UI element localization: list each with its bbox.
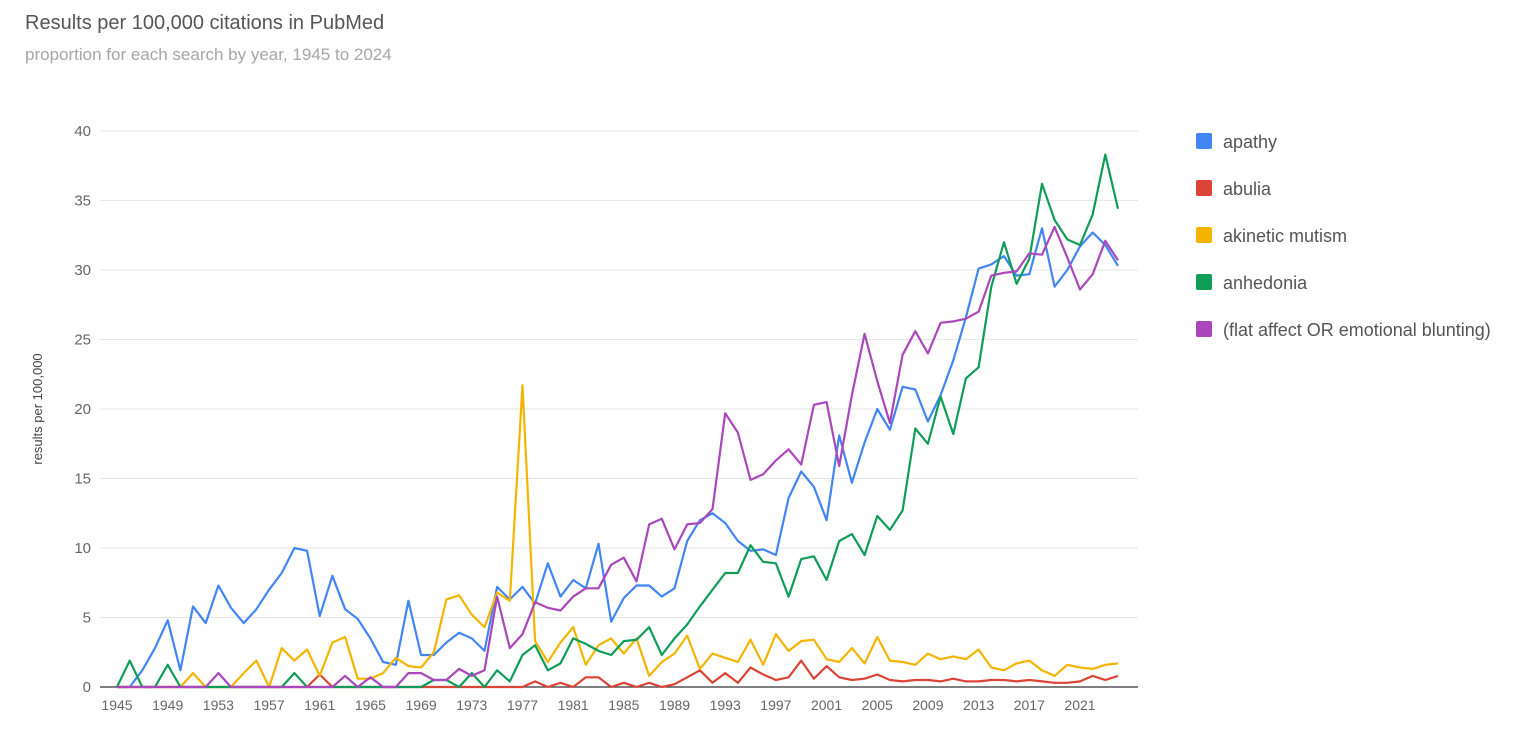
series-lines (116, 153, 1120, 689)
legend-label: apathy (1223, 132, 1277, 152)
x-tick-label: 1993 (710, 697, 741, 713)
legend-label: abulia (1223, 179, 1272, 199)
y-tick-label: 40 (74, 123, 91, 140)
x-tick-label: 1945 (101, 697, 132, 713)
x-tick-label: 1949 (152, 697, 183, 713)
legend-swatch (1196, 321, 1212, 337)
x-tick-label: 1985 (608, 697, 639, 713)
y-tick-label: 5 (83, 610, 91, 627)
legend-label: (flat affect OR emotional blunting) (1223, 320, 1491, 340)
legend: apathy abulia akinetic mutism anhedonia (fla… (1196, 132, 1491, 340)
x-tick-label: 1969 (406, 697, 437, 713)
legend-item[interactable]: apathy (1196, 132, 1277, 152)
x-tick-label: 1961 (304, 697, 335, 713)
x-tick-label: 2005 (862, 697, 893, 713)
y-axis-ticks: 0 5 10 15 20 25 30 35 40 (74, 123, 91, 696)
series-line-3 (116, 153, 1120, 689)
y-tick-label: 30 (74, 262, 91, 279)
legend-item[interactable]: abulia (1196, 179, 1272, 199)
x-tick-label: 2021 (1064, 697, 1095, 713)
legend-item[interactable]: (flat affect OR emotional blunting) (1196, 320, 1491, 340)
y-tick-label: 10 (74, 540, 91, 557)
legend-label: akinetic mutism (1223, 226, 1347, 246)
legend-label: anhedonia (1223, 273, 1308, 293)
chart-subtitle: proportion for each search by year, 1945… (25, 45, 392, 64)
legend-swatch (1196, 180, 1212, 196)
legend-item[interactable]: anhedonia (1196, 273, 1308, 293)
x-tick-label: 1965 (355, 697, 386, 713)
legend-swatch (1196, 133, 1212, 149)
x-tick-label: 1997 (760, 697, 791, 713)
series-line-2 (117, 384, 1119, 689)
y-axis-label: results per 100,000 (30, 353, 45, 464)
x-tick-label: 2013 (963, 697, 994, 713)
x-tick-label: 2017 (1014, 697, 1045, 713)
x-tick-label: 2001 (811, 697, 842, 713)
y-tick-label: 25 (74, 332, 91, 349)
x-tick-label: 2009 (912, 697, 943, 713)
gridlines (100, 130, 1138, 688)
legend-swatch (1196, 274, 1212, 290)
x-tick-label: 1957 (253, 697, 284, 713)
legend-swatch (1196, 227, 1212, 243)
chart-title: Results per 100,000 citations in PubMed (25, 12, 385, 34)
y-tick-label: 20 (74, 401, 91, 418)
x-tick-label: 1977 (507, 697, 538, 713)
y-tick-label: 0 (83, 679, 91, 696)
x-tick-label: 1953 (203, 697, 234, 713)
x-axis-ticks: 1945 1949 1953 1957 1961 1965 1969 1973 1977 1981… (101, 697, 1095, 713)
series-line-4 (117, 225, 1119, 689)
x-tick-label: 1973 (456, 697, 487, 713)
y-tick-label: 15 (74, 471, 91, 488)
x-tick-label: 1981 (558, 697, 589, 713)
series-line-0 (117, 227, 1119, 689)
legend-item[interactable]: akinetic mutism (1196, 226, 1347, 246)
x-tick-label: 1989 (659, 697, 690, 713)
y-tick-label: 35 (74, 193, 91, 210)
